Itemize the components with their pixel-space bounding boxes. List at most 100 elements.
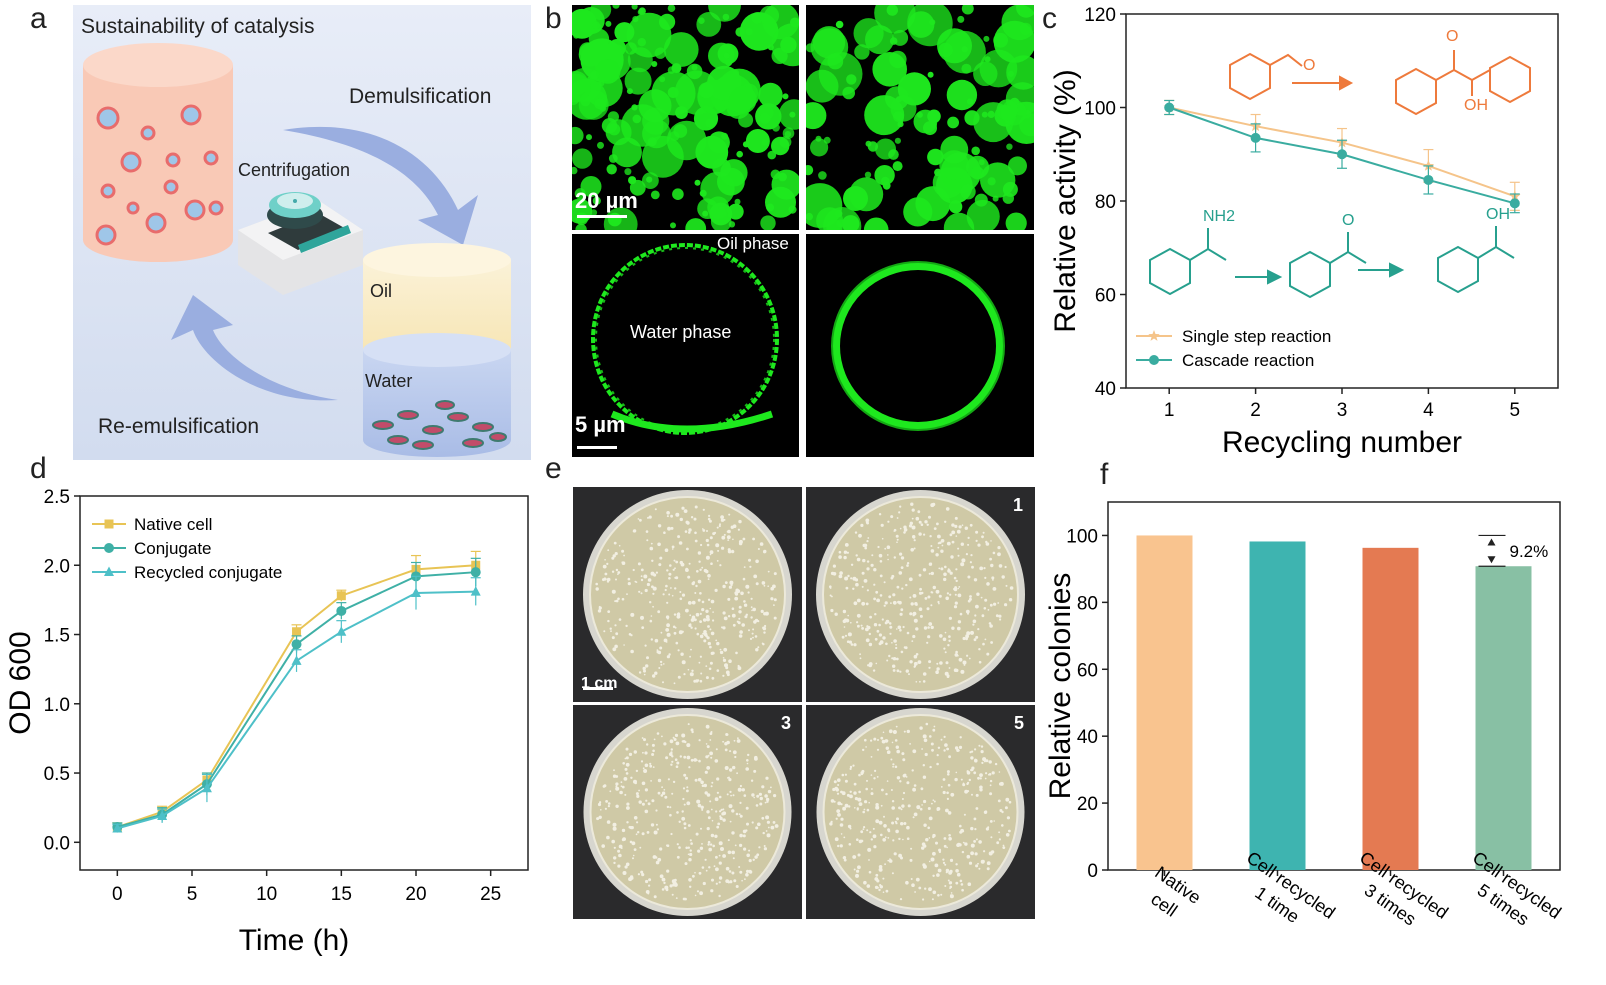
colony [854,797,858,801]
colony [853,643,857,647]
colony [888,729,893,734]
colony [633,816,638,820]
colony [906,631,910,635]
colony [979,566,984,571]
colony [929,735,932,738]
colony [868,870,872,874]
colony [932,833,936,838]
x-tick-label: Nativecell [1138,862,1205,927]
colony [756,794,760,798]
colony [729,768,733,772]
colony [986,652,990,656]
colony [930,571,934,576]
colony [909,521,913,525]
colony [882,731,885,734]
colony [662,681,664,684]
droplet [865,140,872,147]
colony [637,562,641,566]
colony [875,873,879,877]
colony [847,614,849,617]
colony [966,654,969,657]
colony [866,829,869,832]
colony [837,801,842,806]
droplet [927,71,934,78]
colony [701,843,703,845]
colony [985,772,988,775]
colony [870,756,873,758]
colony [640,760,644,763]
droplet [742,141,750,148]
legend-marker [1148,330,1160,341]
colony [944,743,948,747]
colony [724,581,728,584]
colony [700,827,702,830]
colony [718,524,721,528]
x-tick-label: 25 [480,884,501,905]
plate-recycled-3: 3 [573,705,802,919]
colony [857,853,861,857]
colony [657,542,661,547]
colony [625,862,630,867]
colony [969,561,972,564]
colony [936,667,940,671]
colony [715,882,718,885]
dish-edge [589,714,786,910]
colony [699,655,702,658]
colony [688,766,691,769]
colony [722,611,726,615]
droplet [1005,212,1027,230]
colony [643,769,648,773]
colony [847,574,850,578]
colony [841,773,845,777]
colony [892,593,896,597]
colony [623,777,628,781]
colony [940,893,943,896]
colony [706,810,710,814]
colony [698,661,701,664]
colony [977,776,980,780]
petri-dish-image [583,490,792,699]
colony [706,530,708,532]
colony [916,805,921,810]
colony [912,611,917,616]
colony [731,613,736,618]
droplet [996,99,1018,121]
colony [714,759,719,763]
colony [993,587,997,590]
colony [686,755,691,760]
colony [856,613,861,618]
colony [998,564,1003,568]
colony [874,769,877,772]
droplet [884,86,909,111]
colony [973,840,976,843]
colony [984,638,987,641]
colony [880,833,883,837]
colony [930,549,935,553]
colony [657,778,662,783]
colony [669,739,674,744]
colony [696,632,700,636]
colony [960,562,965,567]
colony [706,745,710,749]
colony [922,568,927,572]
colony [749,565,752,568]
colony [714,797,719,802]
colony [955,863,958,866]
colony [666,601,669,604]
colony [973,817,977,821]
colony [614,552,618,556]
colony [675,576,679,580]
colony [694,894,697,897]
droplet [818,171,827,180]
droplet [667,5,676,12]
colony [732,538,734,541]
colony [975,793,979,797]
colony [955,869,959,873]
colony [647,516,649,519]
colony [748,849,751,852]
colony [640,568,644,572]
colony [738,866,741,868]
colony [719,523,721,526]
colony [743,847,747,851]
colony [679,591,682,593]
